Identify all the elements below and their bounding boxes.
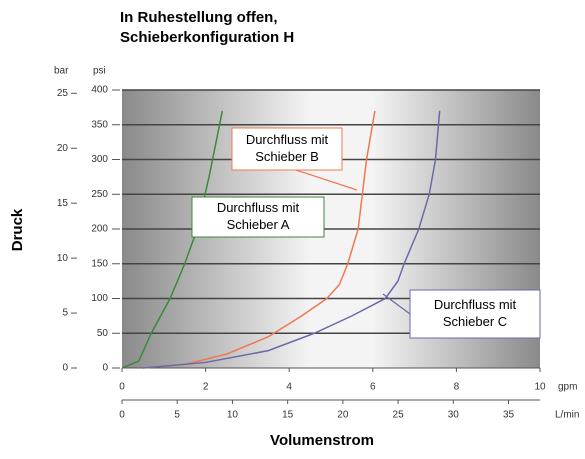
y2-tick-label: 0 — [62, 363, 68, 374]
y2-tick-label: 25 — [57, 88, 69, 99]
x-axis-label: Volumenstrom — [270, 432, 374, 449]
x2-tick-label: 15 — [282, 410, 294, 421]
x2-tick-label: 35 — [503, 410, 515, 421]
annotation-box — [191, 196, 325, 238]
annotation-pointer — [382, 293, 411, 315]
chart-title: In Ruhestellung offen, — [120, 9, 278, 26]
x-tick-label: 2 — [203, 382, 209, 393]
x2-tick-label: 10 — [227, 410, 239, 421]
x2-unit: L/min — [555, 410, 579, 421]
y-tick-label: 50 — [97, 328, 109, 339]
x2-tick-label: 5 — [174, 410, 180, 421]
y2-tick-label: 20 — [57, 143, 69, 154]
x-tick-label: 10 — [534, 382, 546, 393]
x-tick-label: 8 — [454, 382, 460, 393]
y-unit: psi — [93, 66, 106, 77]
annotation-text: Schieber C — [443, 314, 507, 329]
y-tick-label: 400 — [91, 85, 108, 96]
series-line — [121, 110, 224, 369]
x-unit: gpm — [558, 382, 577, 393]
y-tick-label: 100 — [91, 293, 108, 304]
y2-tick-label: 5 — [62, 308, 68, 319]
y2-tick-label: 10 — [57, 253, 69, 264]
series-line — [142, 110, 376, 369]
x2-tick-label: 20 — [337, 410, 349, 421]
y-tick-label: 0 — [102, 363, 108, 374]
annotation-text: Schieber A — [227, 217, 290, 232]
annotation-text: Schieber B — [255, 149, 319, 164]
annotation-text: Durchfluss mit — [217, 200, 300, 215]
series-line — [142, 110, 441, 369]
y2-tick-label: 15 — [57, 198, 69, 209]
annotation-box — [409, 289, 541, 339]
x2-tick-label: 25 — [393, 410, 405, 421]
annotation-text: Durchfluss mit — [434, 297, 517, 312]
y-tick-label: 250 — [91, 189, 108, 200]
y2-unit: bar — [54, 66, 69, 77]
y-tick-label: 150 — [91, 258, 108, 269]
x-tick-label: 6 — [370, 382, 376, 393]
y-axis-label: Druck — [9, 208, 26, 251]
x-tick-label: 0 — [119, 382, 125, 393]
y-tick-label: 350 — [91, 119, 108, 130]
x2-tick-label: 30 — [448, 410, 460, 421]
x-tick-label: 4 — [286, 382, 292, 393]
y-tick-label: 200 — [91, 224, 108, 235]
annotation-box — [231, 127, 343, 171]
chart-title: Schieberkonfiguration H — [120, 29, 294, 46]
x2-tick-label: 0 — [119, 410, 125, 421]
y-tick-label: 300 — [91, 154, 108, 165]
annotation-text: Durchfluss mit — [246, 132, 329, 147]
